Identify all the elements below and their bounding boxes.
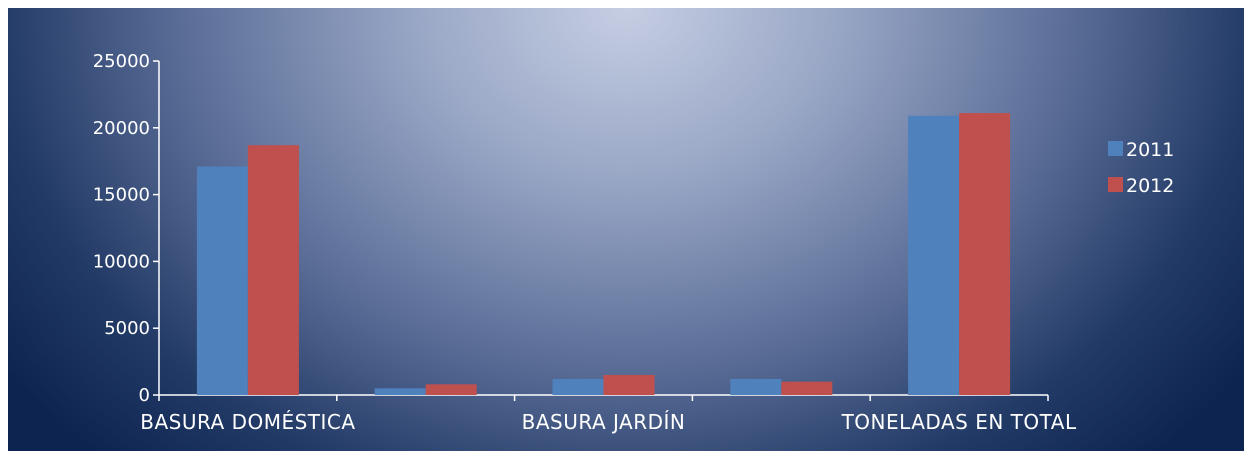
legend-label: 2012	[1126, 175, 1174, 197]
bar-2012-3	[781, 381, 833, 395]
y-tick-label: 10000	[93, 251, 150, 272]
y-tick-label: 25000	[93, 51, 150, 72]
bar-2011-3	[730, 378, 782, 395]
bar-2012-4	[959, 113, 1011, 395]
bar-chart: 0 5000 10000 15000 20000 25000 BASURA DOMÉSTIC…	[93, 51, 1175, 434]
bar-2011-4	[908, 115, 960, 395]
x-category-label: BASURA DOMÉSTICA	[140, 410, 355, 434]
y-tick-label: 5000	[104, 318, 150, 339]
y-tick-label: 20000	[93, 118, 150, 139]
legend-swatch-2011	[1108, 141, 1123, 156]
x-category-label: BASURA JARDÍN	[522, 410, 686, 434]
bar-2011-1	[374, 388, 426, 395]
bar-2011-2	[552, 378, 604, 395]
y-tick-label: 0	[139, 385, 150, 406]
bar-2012-1	[425, 384, 477, 395]
bar-2012-0	[247, 145, 299, 395]
bar-2011-0	[196, 166, 248, 395]
bar-2012-2	[603, 374, 655, 395]
y-tick-label: 15000	[93, 185, 150, 206]
legend-label: 2011	[1126, 139, 1174, 161]
chart-background: 0 5000 10000 15000 20000 25000 BASURA DOMÉSTIC…	[8, 8, 1244, 451]
legend-swatch-2012	[1108, 177, 1123, 192]
x-category-label: TONELADAS EN TOTAL	[841, 410, 1077, 434]
